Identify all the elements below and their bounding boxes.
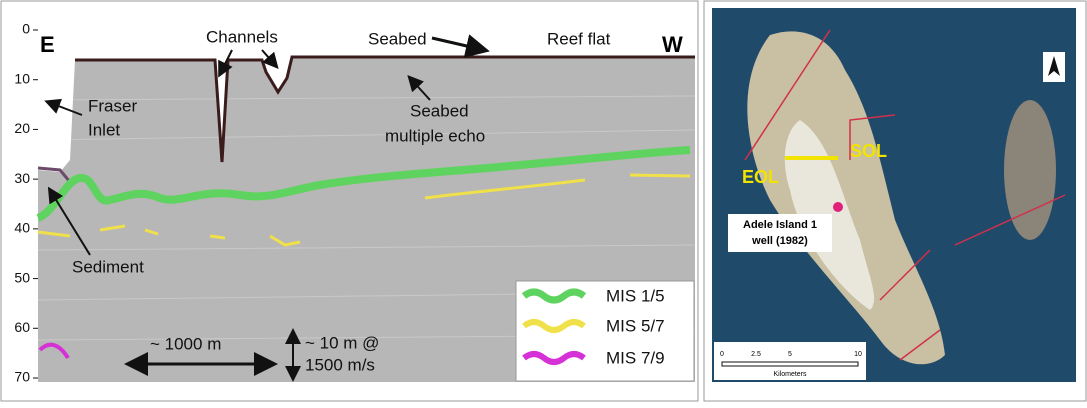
depth-tick-label: 0 <box>22 21 30 37</box>
multiple-echo-label: Seabed <box>410 101 469 120</box>
legend-swatch <box>522 319 586 333</box>
channels-label: Channels <box>206 27 278 46</box>
well-label: well (1982) <box>751 235 808 247</box>
west-label: W <box>662 32 683 57</box>
depth-tick-label: 20 <box>14 120 30 136</box>
depth-tick-label: 70 <box>14 369 30 385</box>
depth-tick-label: 40 <box>14 220 30 236</box>
legend-swatch <box>521 288 587 304</box>
mis-5-7-horizons <box>37 173 691 247</box>
eol-label: EOL <box>742 167 779 187</box>
vertical-scale-label: 1500 m/s <box>305 355 375 374</box>
fraser-inlet-label: Inlet <box>88 120 120 139</box>
scale-tick: 5 <box>788 351 792 358</box>
legend-label: MIS 7/9 <box>606 348 665 367</box>
depth-tick-label: 10 <box>14 70 30 86</box>
arrow <box>261 49 279 70</box>
legend-swatch <box>522 351 586 365</box>
inlet-seabed <box>37 166 72 183</box>
legend-label: MIS 5/7 <box>606 316 665 335</box>
arrow <box>407 75 431 101</box>
adele-island <box>747 31 945 365</box>
survey-lines <box>744 29 1066 361</box>
seabed-label: Seabed <box>368 29 427 48</box>
vertical-scale-label: ~ 10 m @ <box>305 333 379 352</box>
arrow <box>47 186 91 256</box>
well-label-box <box>728 214 832 252</box>
mis-7-9-horizon <box>38 342 70 360</box>
legend-label: MIS 1/5 <box>606 286 665 305</box>
north-arrow-icon <box>1048 56 1060 76</box>
scale-tick: 2.5 <box>751 351 761 358</box>
scale-tick: 10 <box>854 351 862 358</box>
multiple-echo-label: multiple echo <box>385 126 485 145</box>
mis-1-5-horizon <box>36 146 691 222</box>
scale-bar-box <box>714 342 866 380</box>
arrow <box>218 49 233 78</box>
well-label: Adele Island 1 <box>743 219 817 231</box>
fraser-inlet-label: Fraser <box>88 96 137 115</box>
depth-axis: 0 10 20 30 40 50 60 70 <box>14 21 38 385</box>
east-label: E <box>40 32 55 57</box>
arrow <box>431 34 490 58</box>
sediment-label: Sediment <box>72 257 144 276</box>
reef-flat-label: Reef flat <box>547 29 611 48</box>
depth-tick-label: 30 <box>14 170 30 186</box>
depth-tick-label: 60 <box>14 319 30 335</box>
horizontal-scale-label: ~ 1000 m <box>150 334 221 353</box>
scale-bar <box>721 361 859 367</box>
sol-label: SOL <box>850 141 887 161</box>
scale-tick: 0 <box>720 351 724 358</box>
depth-tick-label: 50 <box>14 269 30 285</box>
scale-unit: Kilometers <box>773 371 807 378</box>
arrow <box>44 98 83 116</box>
well-marker <box>833 202 843 212</box>
